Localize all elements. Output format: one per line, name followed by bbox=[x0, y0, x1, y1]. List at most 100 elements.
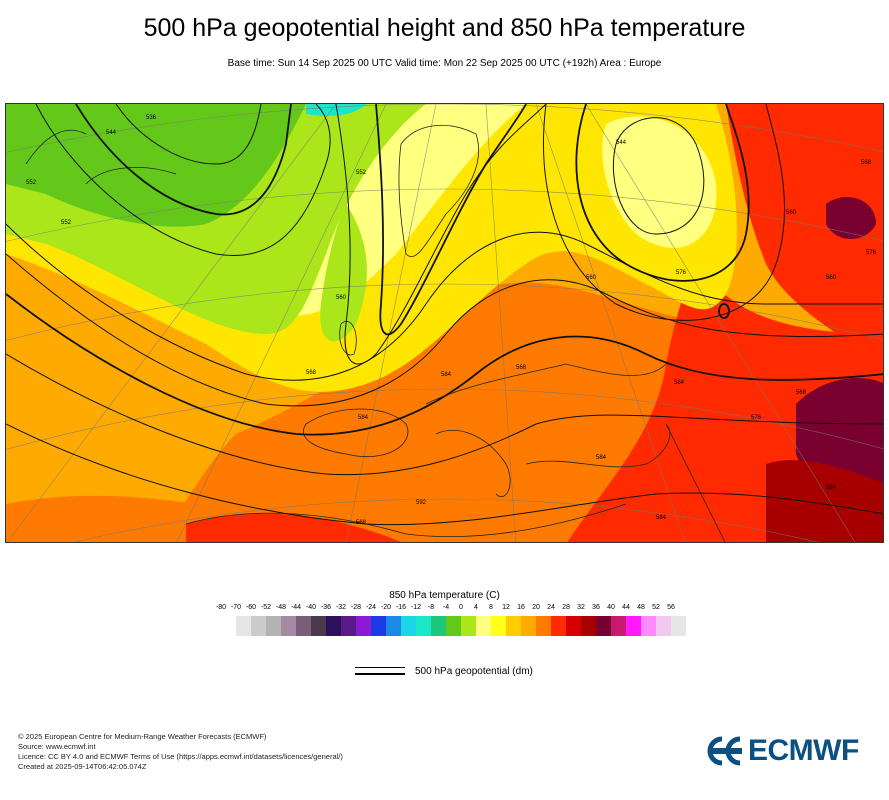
legend-swatch bbox=[281, 616, 296, 636]
ecmwf-logo-icon bbox=[707, 736, 742, 766]
legend-tick-label: 12 bbox=[502, 604, 510, 611]
legend-swatch bbox=[296, 616, 311, 636]
legend-tick-labels: -80 -70 -60 -52 -48 -44 -40 -36 -32 -28 -24 -20 -16-… bbox=[0, 604, 889, 616]
legend-swatch bbox=[251, 616, 266, 636]
cold-tongue bbox=[320, 204, 367, 342]
legend-tick-label: 4 bbox=[474, 604, 478, 611]
legend-tick-label: -80 bbox=[215, 604, 227, 611]
legend-swatch bbox=[311, 616, 326, 636]
legend-swatch bbox=[671, 616, 686, 636]
footer-credits: © 2025 European Centre for Medium-Range … bbox=[18, 732, 343, 772]
contour-label: 584 bbox=[674, 380, 685, 386]
contour-label: 584 bbox=[826, 485, 837, 491]
very-hot-region bbox=[766, 460, 883, 542]
colder-region bbox=[6, 104, 306, 227]
contour-label: 568 bbox=[861, 160, 872, 166]
contour-label: 560 bbox=[336, 295, 347, 301]
weather-map: 568 568 568 560 560 552 552 544 576 584 584 576 568 5… bbox=[5, 103, 884, 543]
contour-label: 568 bbox=[516, 365, 527, 371]
contour-label: 568 bbox=[306, 370, 317, 376]
geopotential-contours bbox=[6, 104, 883, 526]
legend-tick-label: -48 bbox=[275, 604, 287, 611]
legend-tick-label: 0 bbox=[459, 604, 463, 611]
legend-swatch bbox=[326, 616, 341, 636]
legend-swatch bbox=[536, 616, 551, 636]
contour-label: 584 bbox=[656, 515, 667, 521]
footer-copyright: © 2025 European Centre for Medium-Range … bbox=[18, 732, 267, 741]
legend-swatch bbox=[416, 616, 431, 636]
contour-label: 552 bbox=[356, 170, 367, 176]
legend-tick-label: -32 bbox=[335, 604, 347, 611]
geopotential-legend-label: 500 hPa geopotential (dm) bbox=[415, 665, 533, 677]
contour-label: 584 bbox=[596, 455, 607, 461]
legend-swatch bbox=[401, 616, 416, 636]
legend-swatch bbox=[386, 616, 401, 636]
legend-tick-label: -36 bbox=[320, 604, 332, 611]
contour-label: 560 bbox=[826, 275, 837, 281]
contour-label: 536 bbox=[146, 115, 157, 121]
footer-source: Source: www.ecmwf.int bbox=[18, 742, 96, 751]
legend-tick-label: 8 bbox=[489, 604, 493, 611]
contour-label: 544 bbox=[106, 130, 117, 136]
contour-label: 560 bbox=[586, 275, 597, 281]
legend-swatch bbox=[341, 616, 356, 636]
legend-swatch bbox=[476, 616, 491, 636]
contour-label: 576 bbox=[751, 415, 762, 421]
legend-tick-label: -12 bbox=[410, 604, 422, 611]
legend-tick-label: -40 bbox=[305, 604, 317, 611]
contour-label: 552 bbox=[26, 180, 37, 186]
legend-tick-label: -52 bbox=[260, 604, 272, 611]
legend-swatch bbox=[581, 616, 596, 636]
contour-label: 552 bbox=[61, 220, 72, 226]
contour-label: 592 bbox=[416, 500, 427, 506]
legend-tick-label: 56 bbox=[667, 604, 675, 611]
legend-tick-label: 20 bbox=[532, 604, 540, 611]
contour-label: 568 bbox=[356, 520, 367, 526]
graticule bbox=[6, 104, 883, 542]
legend-tick-label: 32 bbox=[577, 604, 585, 611]
geopotential-legend: 500 hPa geopotential (dm) bbox=[355, 664, 533, 678]
legend-tick-label: 48 bbox=[637, 604, 645, 611]
legend-swatch bbox=[371, 616, 386, 636]
geopotential-line-sample bbox=[355, 664, 405, 678]
legend-color-bar bbox=[236, 616, 686, 636]
legend-tick-label: 40 bbox=[607, 604, 615, 611]
legend-tick-label: -70 bbox=[230, 604, 242, 611]
legend-tick-label: -60 bbox=[245, 604, 257, 611]
map-subtitle: Base time: Sun 14 Sep 2025 00 UTC Valid … bbox=[227, 58, 662, 69]
legend-tick-label: -4 bbox=[442, 604, 450, 611]
coldest-region bbox=[306, 104, 366, 116]
footer-licence: Licence: CC BY 4.0 and ECMWF Terms of Us… bbox=[18, 752, 343, 761]
legend-swatch bbox=[506, 616, 521, 636]
hot-region-northeast bbox=[726, 104, 883, 363]
legend-tick-label: 52 bbox=[652, 604, 660, 611]
ecmwf-logo: ECMWF bbox=[706, 734, 859, 768]
contour-label: 584 bbox=[441, 372, 452, 378]
legend-tick-label: 28 bbox=[562, 604, 570, 611]
contour-label: 576 bbox=[676, 270, 687, 276]
legend-tick-label: 44 bbox=[622, 604, 630, 611]
legend-swatch bbox=[266, 616, 281, 636]
legend-swatch bbox=[236, 616, 251, 636]
legend-swatch bbox=[641, 616, 656, 636]
extreme-heat-patch-north bbox=[826, 196, 876, 239]
coastlines bbox=[25, 124, 726, 542]
legend-swatch bbox=[596, 616, 611, 636]
contour-label: 576 bbox=[866, 250, 877, 256]
legend-tick-label: -24 bbox=[365, 604, 377, 611]
legend-swatch bbox=[551, 616, 566, 636]
footer-created: Created at 2025-09-14T06:42:05.074Z bbox=[18, 762, 147, 771]
legend-swatch bbox=[566, 616, 581, 636]
map-title: 500 hPa geopotential height and 850 hPa … bbox=[143, 14, 746, 42]
cool-region-east bbox=[602, 116, 717, 248]
legend-tick-label: -44 bbox=[290, 604, 302, 611]
legend-swatch bbox=[521, 616, 536, 636]
ecmwf-logo-text: ECMWF bbox=[748, 734, 859, 767]
legend-swatch bbox=[626, 616, 641, 636]
contour-label: 560 bbox=[786, 210, 797, 216]
contour-label: 584 bbox=[358, 415, 369, 421]
legend-tick-label: 36 bbox=[592, 604, 600, 611]
hot-region-africa bbox=[186, 513, 402, 542]
legend-swatch bbox=[356, 616, 371, 636]
legend-tick-label: 16 bbox=[517, 604, 525, 611]
